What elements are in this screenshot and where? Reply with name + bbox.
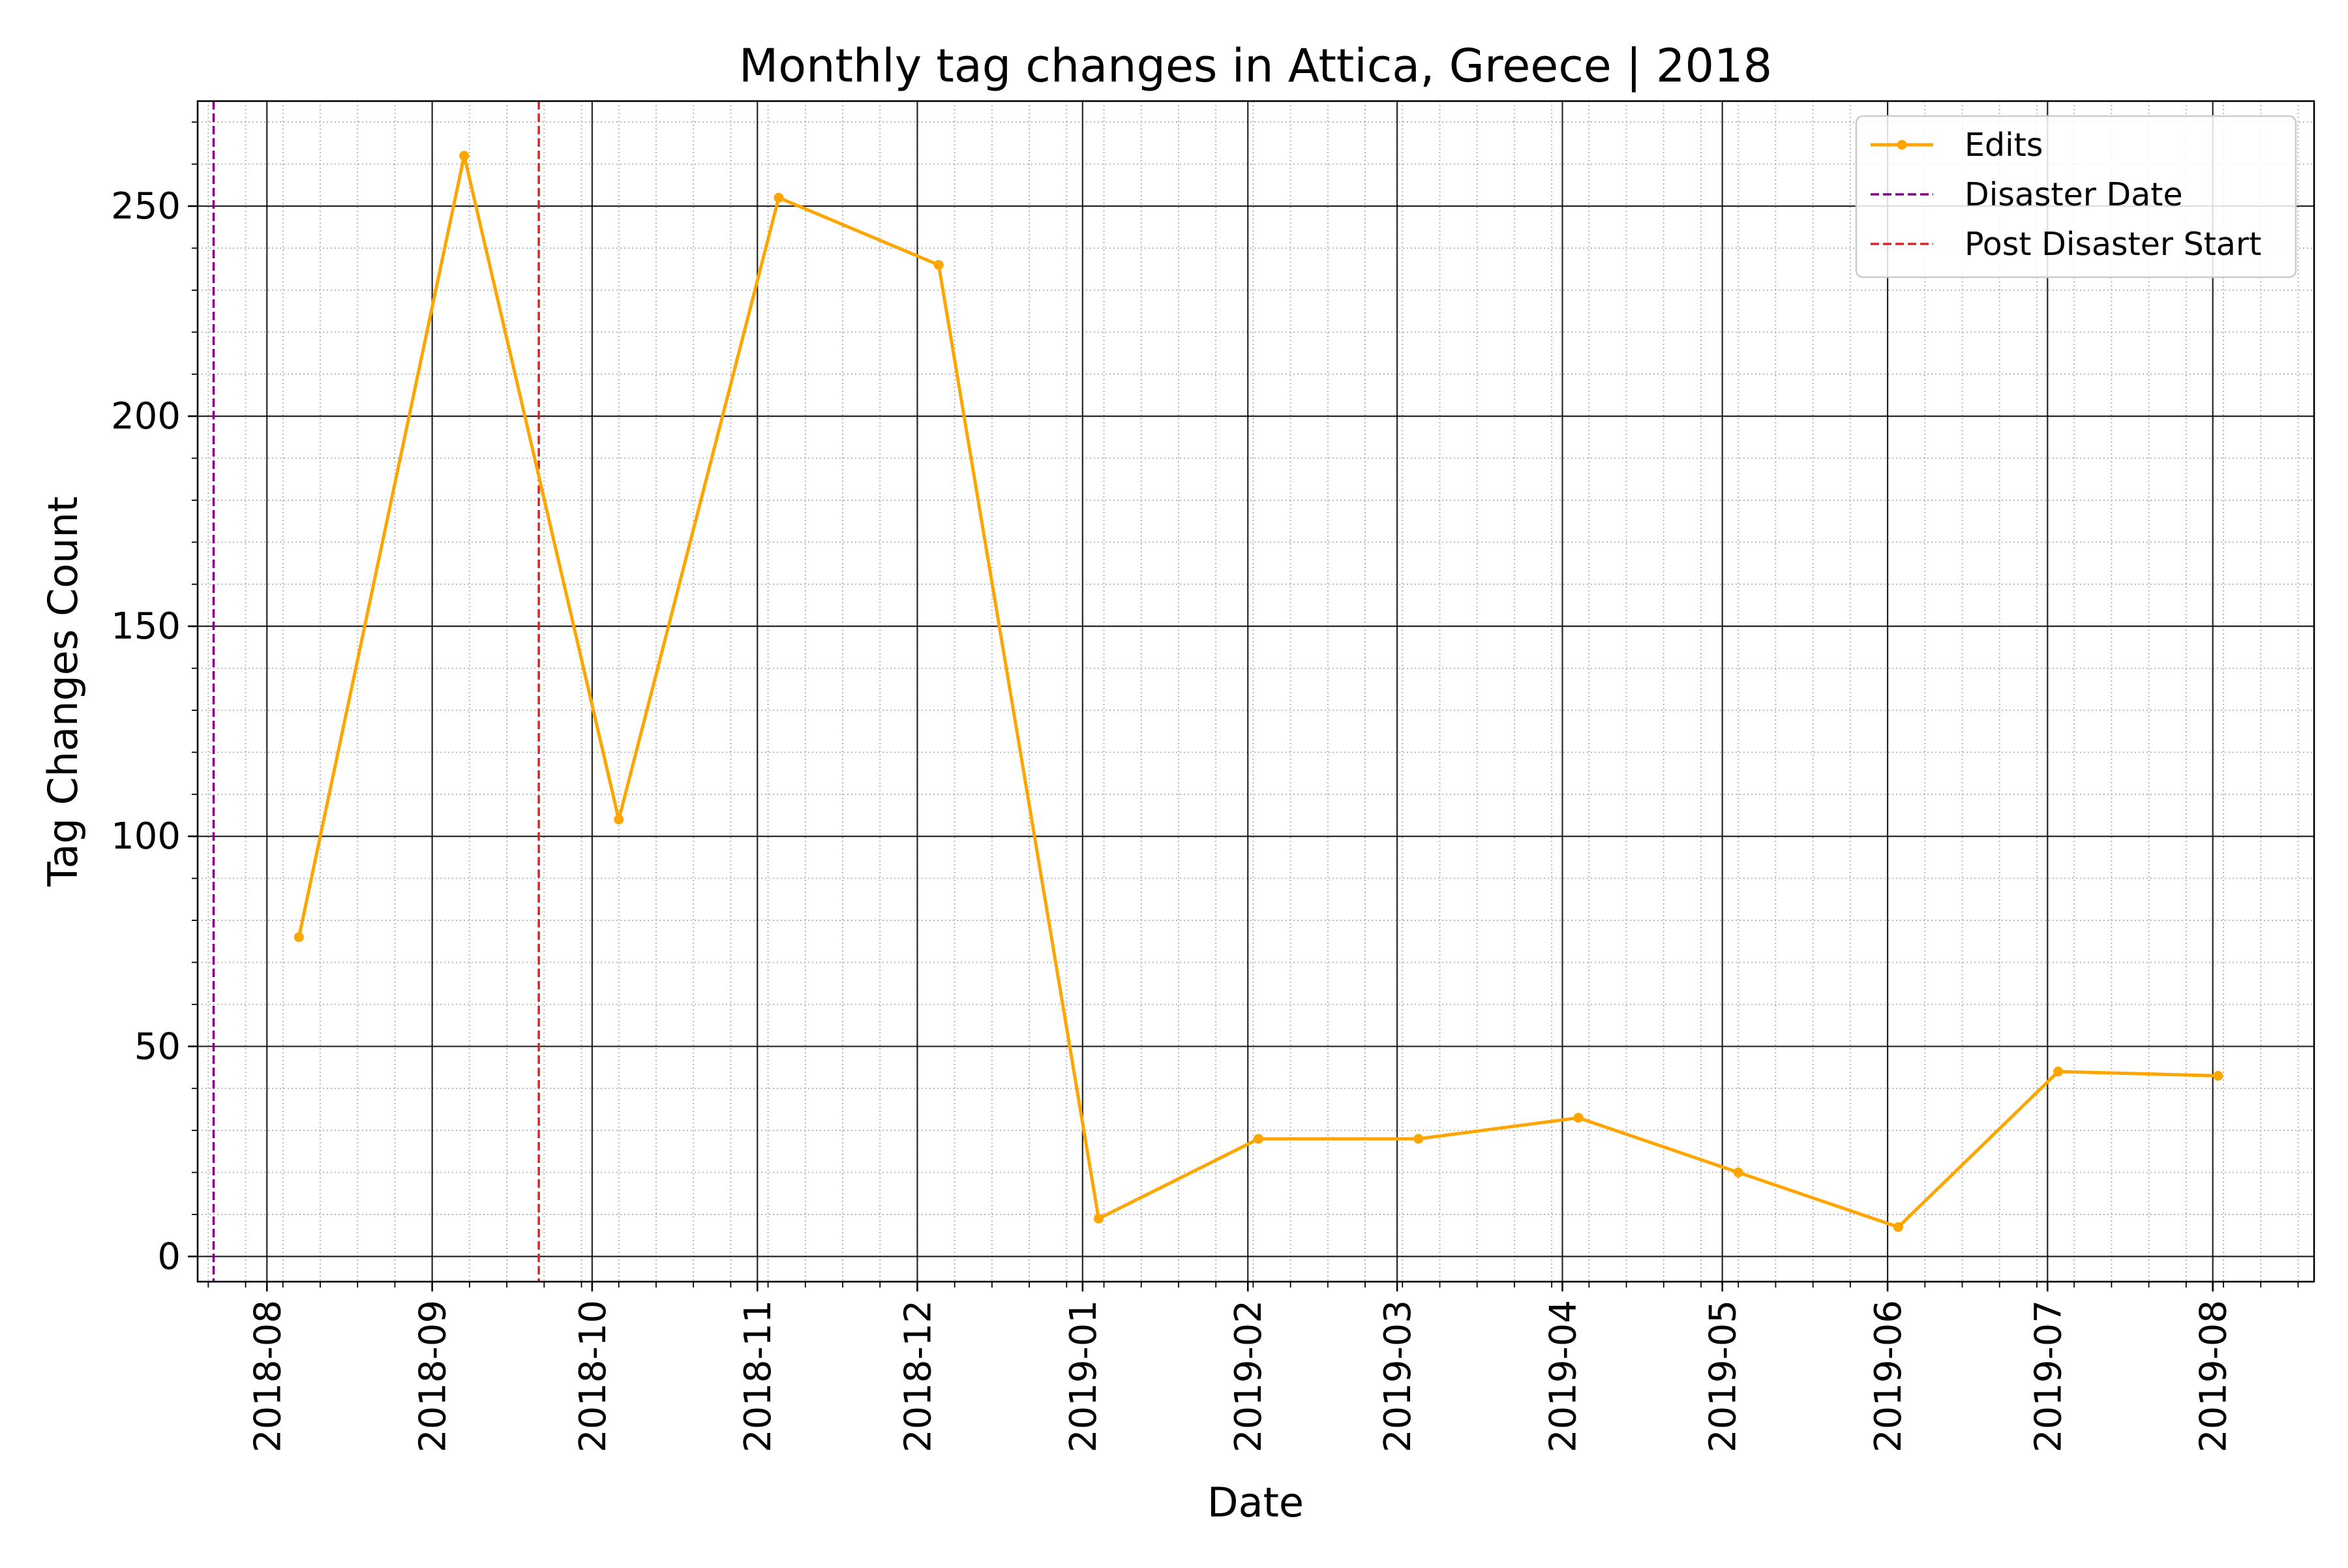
data-point [2053, 1066, 2064, 1077]
x-tick-label: 2019-04 [1542, 1300, 1584, 1453]
x-tick-label: 2018-10 [572, 1300, 614, 1453]
data-point [1413, 1134, 1424, 1144]
x-axis-label: Date [1207, 1479, 1304, 1526]
y-tick-label: 50 [134, 1025, 181, 1068]
x-tick-label: 2019-02 [1227, 1300, 1270, 1453]
y-tick-label: 100 [111, 815, 181, 858]
x-tick-label: 2019-05 [1702, 1300, 1745, 1453]
x-tick-label: 2019-03 [1377, 1300, 1419, 1453]
data-point [294, 932, 304, 942]
data-point [1254, 1134, 1264, 1144]
data-point [1573, 1113, 1584, 1123]
legend-edits-label: Edits [1964, 127, 2043, 164]
x-tick-label: 2019-06 [1867, 1300, 1910, 1453]
legend: Edits Disaster Date Post Disaster Start [1855, 115, 2297, 279]
x-tick-label: 2019-07 [2027, 1300, 2070, 1453]
x-tick-label: 2018-09 [412, 1300, 455, 1453]
y-tick-label: 0 [157, 1235, 181, 1278]
y-tick-label: 250 [111, 185, 181, 228]
data-point [1733, 1168, 1743, 1178]
x-tick-label: 2019-01 [1062, 1300, 1105, 1453]
legend-edits-marker [1897, 140, 1907, 150]
data-point [933, 260, 944, 270]
plot-area-frame [196, 100, 2315, 1283]
legend-post-disaster-label: Post Disaster Start [1964, 226, 2261, 263]
data-point [614, 814, 624, 824]
data-point [1893, 1222, 1903, 1232]
data-point [1093, 1213, 1104, 1224]
y-axis-label: Tag Changes Count [39, 496, 87, 887]
x-tick-label: 2019-08 [2193, 1300, 2235, 1453]
x-tick-label: 2018-11 [737, 1300, 779, 1453]
chart-title: Monthly tag changes in Attica, Greece | … [739, 39, 1772, 93]
y-tick-label: 200 [111, 395, 181, 438]
data-point [2213, 1070, 2223, 1081]
legend-box [1855, 115, 2297, 279]
x-tick-label: 2018-08 [247, 1300, 289, 1453]
x-tick-label: 2018-12 [897, 1300, 939, 1453]
data-point [459, 151, 470, 161]
data-point [774, 192, 784, 203]
legend-disaster-date-label: Disaster Date [1964, 176, 2183, 213]
y-tick-label: 150 [111, 605, 181, 648]
